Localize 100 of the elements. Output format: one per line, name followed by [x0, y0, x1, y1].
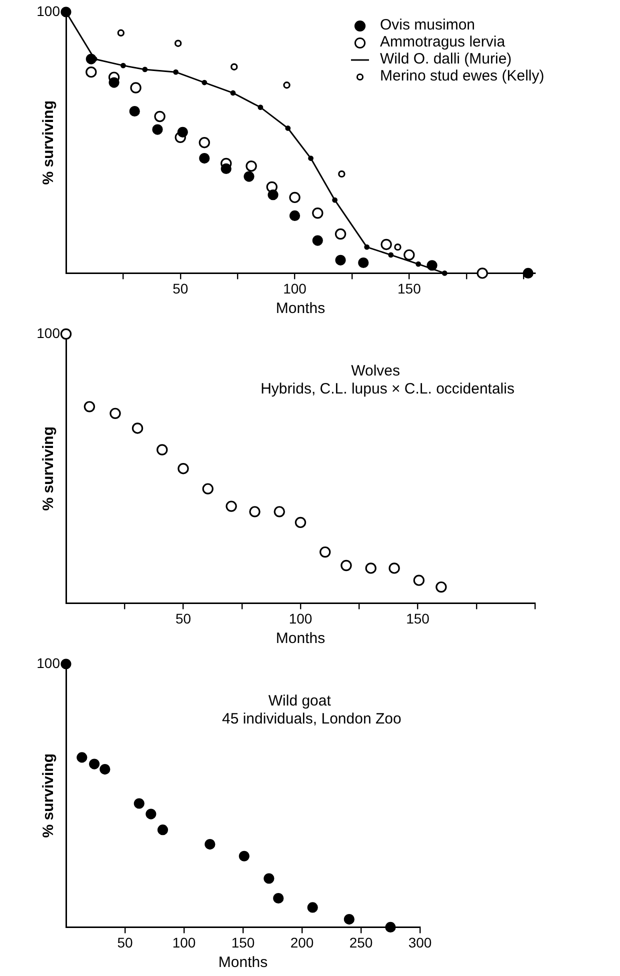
point — [129, 106, 140, 117]
x-tick-label: 150 — [231, 934, 255, 950]
x-tick-label: 50 — [117, 934, 133, 950]
point — [142, 66, 148, 72]
point — [394, 243, 402, 251]
point — [120, 62, 126, 68]
point — [307, 902, 318, 913]
text: 100 — [36, 654, 60, 671]
point — [312, 208, 324, 219]
text: 100 — [36, 2, 60, 19]
point — [334, 228, 346, 240]
point — [220, 163, 232, 174]
point — [173, 69, 179, 75]
point — [320, 546, 331, 558]
point — [385, 922, 396, 932]
point — [380, 238, 392, 250]
point — [364, 244, 370, 250]
point — [335, 254, 346, 266]
point — [84, 401, 96, 412]
point — [204, 838, 216, 850]
point — [146, 808, 156, 820]
point — [156, 444, 168, 456]
point — [289, 192, 300, 204]
point — [365, 562, 376, 574]
point — [230, 90, 236, 96]
point — [157, 824, 168, 836]
point — [198, 137, 210, 148]
point — [86, 66, 97, 78]
x-tick-label: 150 — [406, 610, 430, 626]
x-tick-label: 100 — [172, 934, 196, 950]
point — [258, 104, 264, 110]
x-tick-label: 250 — [349, 934, 373, 950]
point — [226, 500, 237, 512]
point — [285, 126, 291, 131]
legend-label: Ovis musimon — [380, 16, 476, 34]
point — [117, 29, 125, 36]
point — [60, 658, 72, 670]
point — [244, 171, 254, 182]
text: Hybrids, C.L. lupus × C.L. occidentalis — [260, 380, 514, 398]
x-tick-label: 150 — [397, 280, 422, 296]
point — [246, 160, 257, 172]
x-tick-label: 300 — [408, 934, 432, 950]
point — [132, 422, 144, 434]
y-axis-title: % surviving — [40, 100, 58, 185]
text: Wolves — [351, 362, 400, 380]
point — [413, 574, 425, 586]
legend-label: Merino stud ewes (Kelly) — [380, 68, 544, 85]
point — [436, 581, 447, 593]
point — [268, 190, 278, 200]
point — [174, 40, 182, 47]
point — [404, 249, 415, 261]
x-axis-title: Months — [276, 630, 326, 648]
point — [134, 798, 144, 809]
x-tick-label: 50 — [172, 280, 188, 296]
y-axis-title: % surviving — [40, 426, 58, 511]
x-tick-label: 100 — [288, 610, 312, 626]
point — [416, 261, 422, 267]
point — [442, 270, 448, 276]
point — [202, 483, 214, 494]
point — [177, 126, 188, 138]
point — [388, 562, 400, 574]
x-axis-title: Months — [218, 954, 268, 972]
x-tick-label: 50 — [175, 610, 192, 626]
x-tick-label: 200 — [290, 934, 314, 950]
point — [273, 892, 284, 904]
text: 45 individuals, London Zoo — [222, 710, 402, 728]
point — [344, 914, 354, 925]
point — [332, 197, 338, 203]
point — [249, 506, 260, 518]
point — [76, 752, 88, 763]
point — [388, 252, 394, 258]
x-axis-title: Months — [276, 300, 326, 318]
point — [274, 506, 285, 518]
point — [283, 82, 290, 89]
text: 100 — [36, 324, 60, 341]
point — [178, 463, 189, 474]
point — [202, 80, 208, 86]
point — [294, 516, 306, 528]
point — [338, 170, 346, 178]
point — [522, 268, 534, 278]
point — [100, 764, 110, 775]
point — [152, 124, 163, 135]
x-tick-label: 100 — [283, 280, 307, 296]
y-axis-title: % surviving — [40, 754, 58, 838]
point — [358, 257, 369, 268]
point — [89, 758, 100, 770]
point — [312, 235, 323, 246]
point — [130, 82, 142, 94]
point — [476, 268, 488, 279]
point — [108, 77, 120, 88]
text: Wild goat — [268, 692, 332, 710]
point — [308, 156, 314, 161]
point — [264, 873, 274, 884]
legend-label: Ammotragus lervia — [380, 34, 506, 51]
point — [60, 328, 72, 340]
point — [199, 152, 210, 164]
point — [110, 408, 121, 420]
point — [154, 110, 166, 122]
point — [340, 560, 352, 572]
point — [238, 850, 250, 862]
